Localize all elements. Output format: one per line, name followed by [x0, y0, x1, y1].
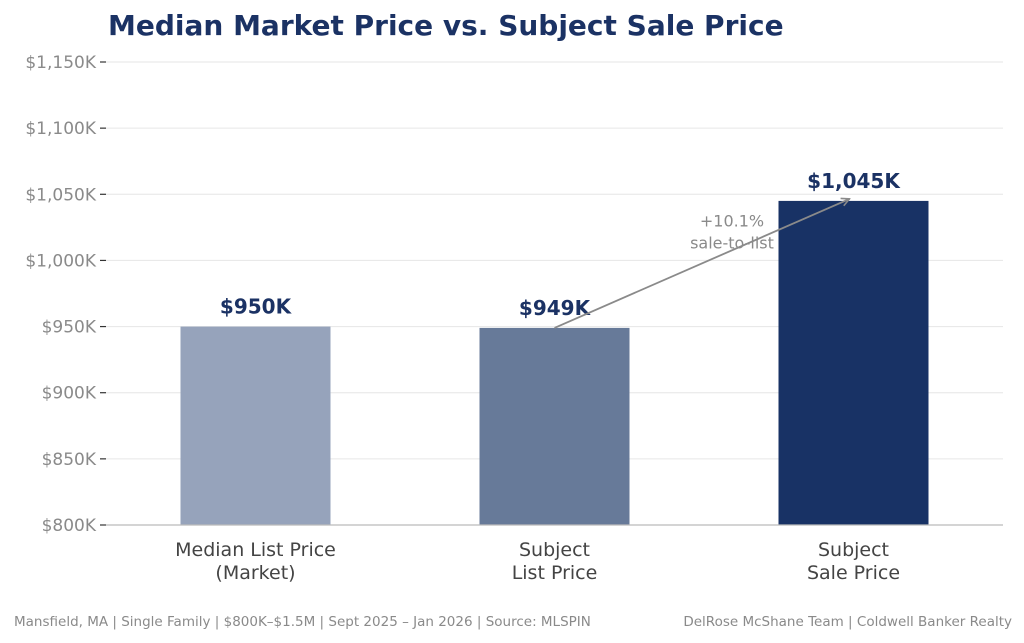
y-tick-label: $850K [42, 450, 97, 470]
footer-credit: DelRose McShane Team | Coldwell Banker R… [683, 614, 1012, 630]
y-tick-label: $950K [42, 318, 97, 338]
y-tick-label: $1,100K [25, 119, 96, 139]
y-tick-label: $800K [42, 516, 97, 536]
annotation-label: sale-to-list [690, 233, 774, 252]
annotations: +10.1% sale-to-list [554, 199, 850, 329]
bar [180, 326, 331, 525]
annotation-arrow [554, 199, 850, 329]
annotation-label: +10.1% [700, 211, 764, 230]
y-tick-label: $1,050K [25, 185, 96, 205]
y-tick-label: $1,000K [25, 251, 96, 271]
footer-source: Mansfield, MA | Single Family | $800K–$1… [14, 614, 591, 630]
bar [778, 200, 929, 525]
x-category-label: List Price [512, 562, 598, 584]
x-category-label: Subject [818, 539, 889, 561]
chart-title: Median Market Price vs. Subject Sale Pri… [108, 9, 784, 42]
x-category-label: Subject [519, 539, 590, 561]
y-axis: $800K $850K $900K $950K $1,000K $1,050K $1,100… [25, 53, 1003, 536]
y-tick-label: $1,150K [25, 53, 96, 73]
x-category-label: Median List Price [175, 539, 336, 561]
bar-value-label: $1,045K [807, 169, 901, 193]
bars: $950K $949K $1,045K [180, 169, 929, 525]
bar-value-label: $949K [519, 296, 592, 320]
bar-value-label: $950K [220, 295, 293, 319]
bar [479, 327, 630, 525]
x-category-label: (Market) [215, 562, 295, 584]
y-tick-label: $900K [42, 384, 97, 404]
x-category-label: Sale Price [807, 562, 900, 584]
